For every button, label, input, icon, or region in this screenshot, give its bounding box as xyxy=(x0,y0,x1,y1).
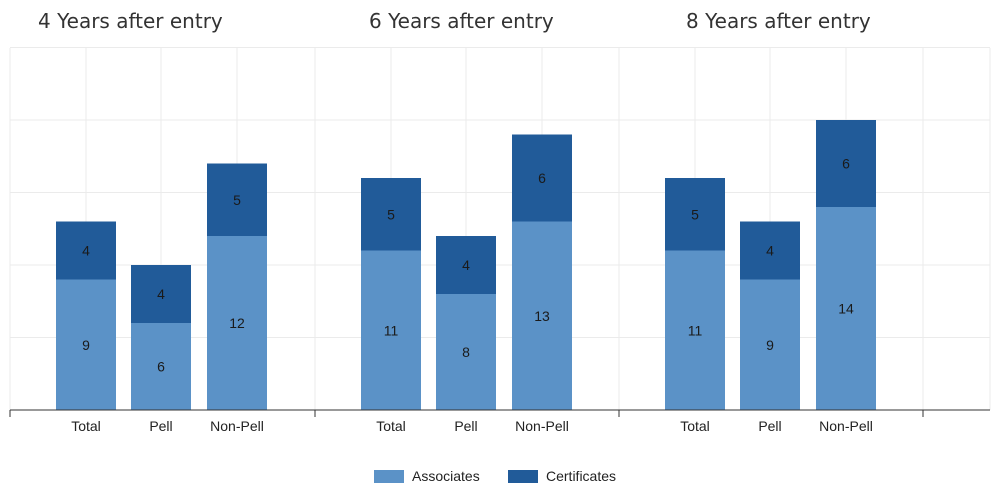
bar-certificates-pell xyxy=(436,236,496,294)
legend-swatch-certificates xyxy=(508,470,538,483)
data-label: 4 xyxy=(157,286,165,302)
bar-associates-total xyxy=(665,250,725,410)
data-label: 11 xyxy=(688,322,703,338)
legend: Associates Certificates xyxy=(374,468,616,484)
data-label: 9 xyxy=(82,337,90,353)
x-tick-label: Total xyxy=(71,418,101,434)
x-tick-label: Total xyxy=(376,418,406,434)
data-label: 5 xyxy=(233,192,241,208)
bar-certificates-total xyxy=(361,178,421,251)
data-label: 11 xyxy=(384,322,399,338)
data-label: 5 xyxy=(387,206,395,222)
data-label: 13 xyxy=(534,308,550,324)
data-label: 9 xyxy=(766,337,774,353)
x-tick-label: Pell xyxy=(758,418,781,434)
bar-associates-non-pell xyxy=(816,207,876,410)
bars: 9 4 6 4 12 5 11 5 8 4 13 6 11 5 9 4 14 6 xyxy=(56,120,876,410)
panel-title-6-years: 6 Years after entry xyxy=(369,9,554,33)
data-label: 6 xyxy=(157,359,165,375)
data-label: 5 xyxy=(691,206,699,222)
bar-certificates-non-pell xyxy=(207,163,267,236)
x-tick-label: Pell xyxy=(149,418,172,434)
legend-swatch-associates xyxy=(374,470,404,483)
bar-associates-pell xyxy=(436,294,496,410)
x-tick-label: Non-Pell xyxy=(210,418,264,434)
bar-associates-total xyxy=(56,279,116,410)
data-label: 4 xyxy=(462,257,470,273)
bar-associates-total xyxy=(361,250,421,410)
bar-certificates-non-pell xyxy=(816,120,876,207)
data-label: 4 xyxy=(82,243,90,259)
bar-associates-pell xyxy=(131,323,191,410)
legend-label-associates: Associates xyxy=(412,468,480,484)
data-label: 6 xyxy=(538,170,546,186)
bar-certificates-total xyxy=(56,221,116,280)
x-tick-label: Total xyxy=(680,418,710,434)
bar-certificates-pell xyxy=(131,265,191,323)
data-label: 14 xyxy=(838,301,854,317)
legend-label-certificates: Certificates xyxy=(546,468,616,484)
bar-certificates-total xyxy=(665,178,725,251)
bar-associates-non-pell xyxy=(512,221,572,410)
bar-certificates-pell xyxy=(740,221,800,280)
x-axis: Total Pell Non-Pell Total Pell Non-Pell Total P… xyxy=(9,409,990,434)
panel-title-8-years: 8 Years after entry xyxy=(686,9,871,33)
data-label: 8 xyxy=(462,344,470,360)
panel-title-4-years: 4 Years after entry xyxy=(38,9,223,33)
bar-certificates-non-pell xyxy=(512,134,572,222)
data-label: 6 xyxy=(842,156,850,172)
x-tick-label: Non-Pell xyxy=(819,418,873,434)
x-tick-label: Pell xyxy=(454,418,477,434)
x-tick-label: Non-Pell xyxy=(515,418,569,434)
bar-associates-non-pell xyxy=(207,236,267,410)
data-label: 4 xyxy=(766,243,774,259)
bar-associates-pell xyxy=(740,279,800,410)
data-label: 12 xyxy=(229,315,245,331)
